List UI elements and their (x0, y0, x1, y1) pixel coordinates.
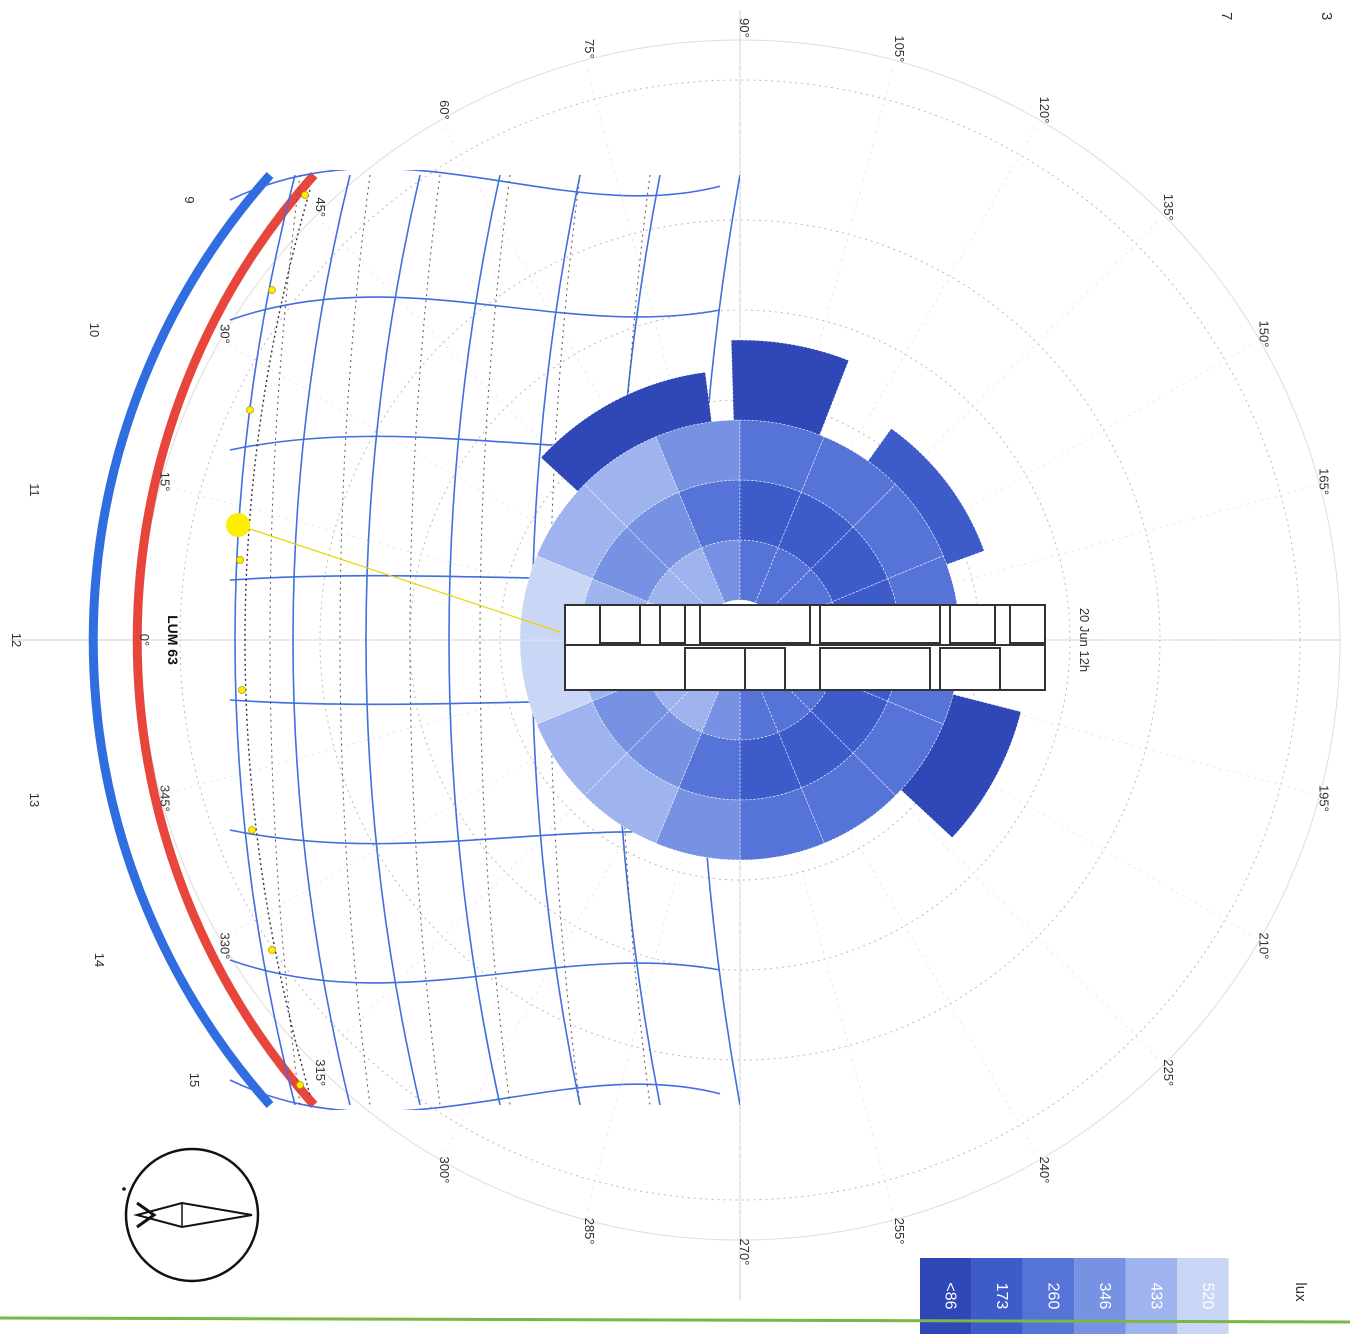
hour-marker (246, 406, 254, 414)
hour-marker (301, 191, 309, 199)
time-label: 14 (92, 953, 107, 967)
shading-heatmap (519, 339, 1022, 861)
summer-path-arc (132, 172, 318, 1108)
time-label: 11 (27, 483, 42, 497)
center-label: 20 Jun 12h (1077, 608, 1092, 672)
building-footprint (564, 604, 1046, 691)
compass-label: 60° (437, 100, 452, 120)
time-label: 12 (9, 633, 24, 647)
heatmap-cell (730, 339, 850, 436)
compass-label: 300° (437, 1157, 452, 1184)
corner-mark-small: 7 (1218, 12, 1235, 20)
compass-labels: 0° 15° 30° 45° 60° 75° 90° 105° 120° 135° 150° 165°… (137, 18, 1331, 1265)
lux-legend: 693 520 433 346 260 173 <86 (920, 1258, 1280, 1334)
legend-value: 260 (1045, 1283, 1062, 1310)
corner-mark: 3 (1318, 12, 1335, 20)
winter-path-arc (88, 172, 274, 1108)
compass-label: 315° (313, 1059, 328, 1086)
compass-label: 105° (892, 35, 907, 62)
hour-marker (268, 286, 276, 294)
time-label: 10 (87, 323, 102, 337)
compass-label: 255° (892, 1218, 907, 1245)
hour-line (229, 959, 721, 984)
compass-label: 210° (1256, 933, 1271, 960)
hour-marker (236, 556, 244, 564)
top-label: LUM 63 (165, 615, 181, 665)
time-label: 15 (187, 1073, 202, 1087)
legend-value: 433 (1147, 1283, 1164, 1310)
compass-label: 195° (1316, 785, 1331, 812)
legend-title: lux (1292, 1282, 1309, 1302)
hour-marker (248, 826, 256, 834)
legend-value: 693 (1250, 1283, 1267, 1310)
time-labels: 15 14 13 12 11 10 9 (9, 196, 202, 1087)
compass-label: 285° (582, 1218, 597, 1245)
compass-label: 240° (1037, 1157, 1052, 1184)
heatmap-cell (739, 419, 825, 493)
legend-value: 520 (1199, 1283, 1216, 1310)
compass-label: 45° (313, 197, 328, 217)
hour-marker (296, 1081, 304, 1089)
north-arrow-icon (122, 1147, 260, 1283)
heatmap-cell (900, 694, 1022, 839)
hour-marker (238, 686, 246, 694)
compass-label: 15° (158, 472, 173, 492)
sun-position (226, 513, 250, 537)
compass-label: 30° (218, 324, 233, 344)
legend-value: 173 (993, 1283, 1010, 1310)
sun-ray (237, 524, 561, 633)
time-label: 9 (182, 196, 197, 203)
heatmap-cell (800, 436, 896, 528)
heatmap-cell (655, 787, 741, 861)
hour-markers (236, 191, 309, 1089)
page-edge-line (0, 1316, 1350, 1324)
legend-value: 346 (1096, 1283, 1113, 1310)
compass-label: 0° (137, 634, 152, 646)
time-label: 13 (27, 793, 42, 807)
compass-label: 75° (582, 39, 597, 59)
heatmap-cell (540, 371, 712, 492)
date-path (244, 189, 311, 1096)
legend-value: <86 (942, 1282, 959, 1309)
compass-label: 150° (1256, 321, 1271, 348)
compass-label: 120° (1037, 97, 1052, 124)
heatmap-cell (867, 428, 985, 565)
date-line (448, 174, 501, 1106)
date-line (365, 174, 421, 1106)
hour-line (229, 296, 721, 321)
compass-label: 225° (1161, 1059, 1176, 1086)
compass-label: 345° (158, 785, 173, 812)
compass-label: 90° (737, 18, 752, 38)
compass-label: 270° (737, 1239, 752, 1266)
hour-marker (268, 946, 276, 954)
date-line (292, 174, 351, 1106)
compass-label: 330° (218, 933, 233, 960)
compass-label: 165° (1316, 468, 1331, 495)
compass-label: 135° (1161, 194, 1176, 221)
